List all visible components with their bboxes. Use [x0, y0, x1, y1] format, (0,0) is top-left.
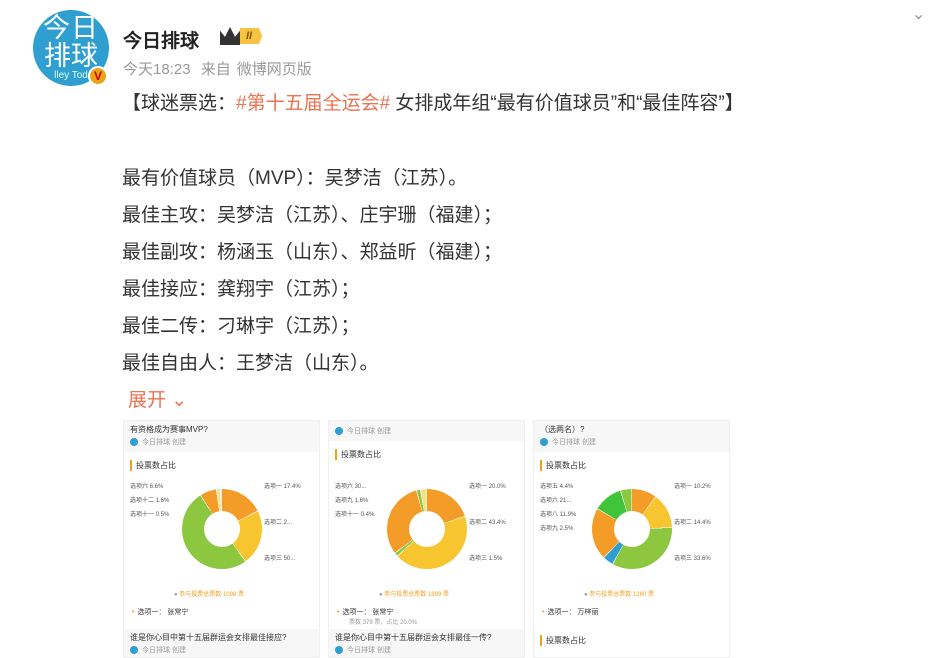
- poll-option-stats: 票数 379 票，占比 20.0%: [349, 620, 418, 626]
- poll-question: 谁是你心目中第十五届群运会女排最佳接应? 今日排球 创建: [124, 629, 319, 657]
- donut-slice-label: 选项二 43.4%: [469, 520, 506, 526]
- poll-question: 今日排球 创建: [329, 421, 524, 441]
- donut-slice-label: 选项一 17.4%: [264, 484, 301, 490]
- member-level-badge[interactable]: II: [220, 27, 263, 45]
- donut-slice-label: 选项六 21...: [540, 498, 572, 504]
- donut-slice-label: 选项三 1.5%: [469, 556, 503, 562]
- donut-slice-label: 选项三 33.6%: [674, 556, 711, 562]
- poll-option: 选项一： 张常宁: [132, 607, 188, 617]
- poll-total: ● 参与投票总票数 1260 票: [584, 592, 654, 598]
- creator-avatar-icon: [335, 646, 343, 655]
- post-source[interactable]: 微博网页版: [236, 61, 312, 78]
- poll-total: ● 参与投票总票数 1098 票: [174, 592, 244, 598]
- donut-slice-label: 选项六 30...: [335, 484, 367, 490]
- poll-image[interactable]: （选两名）? 今日排球 创建 投票数占比 选项一 10.2% 选项二 14.4% 选项三 …: [533, 420, 730, 658]
- post-line: 最有价值球员（MVP）：吴梦洁（江苏）。: [122, 168, 468, 189]
- creator-avatar-icon: [130, 438, 138, 447]
- post-line: 最佳自由人：王梦洁（山东）。: [122, 353, 379, 374]
- poll-question: 谁是你心目中第十五届群运会女排最佳一传? 今日排球 创建: [329, 629, 524, 657]
- chevron-down-icon: ⌄: [166, 390, 188, 411]
- poll-image[interactable]: 有资格成为赛事MVP? 今日排球 创建投票数占比选项一 17.4% 选项二 2...…: [123, 420, 320, 658]
- post-line: 【球迷票选：#第十五届全运会# 女排成年组“最有价值球员”和“最佳阵容”】: [122, 93, 744, 114]
- poll-section-title: 投票数占比: [540, 635, 586, 646]
- donut-slice-label: 选项六 6.6%: [130, 484, 164, 490]
- chevron-down-icon[interactable]: ⌄: [912, 6, 926, 23]
- avatar[interactable]: 今日 排球 lley Tod: [33, 10, 109, 86]
- donut-slice-label: 选项二 14.4%: [674, 520, 711, 526]
- verified-icon: V: [88, 66, 108, 86]
- poll-section-title: 投票数占比: [335, 449, 518, 460]
- post-time[interactable]: 今天18:23: [123, 61, 191, 78]
- donut-slice-label: 选项十二 1.6%: [130, 498, 170, 504]
- poll-image[interactable]: 今日排球 创建投票数占比选项一 20.0% 选项二 43.4% 选项三 1.5% 选项…: [328, 420, 525, 658]
- poll-section-title: 投票数占比: [540, 460, 723, 471]
- poll-option: 选项一： 万梓丽: [542, 607, 598, 617]
- hashtag-link[interactable]: #第十五届全运会#: [236, 93, 391, 114]
- poll-donut-chart: [387, 489, 467, 569]
- expand-link[interactable]: 展开 ⌄: [128, 390, 188, 411]
- donut-slice-label: 选项十一 0.5%: [130, 512, 170, 518]
- donut-slice-label: 选项五 4.4%: [540, 484, 574, 490]
- poll-donut-chart: [182, 489, 262, 569]
- poll-question: 有资格成为赛事MVP? 今日排球 创建: [124, 421, 319, 452]
- donut-slice-label: 选项八 11.9%: [540, 512, 577, 518]
- poll-section-title: 投票数占比: [130, 460, 313, 471]
- post-line: 最佳二传：刁琳宇（江苏）；: [122, 316, 360, 337]
- crown-icon: [220, 27, 240, 45]
- donut-slice-label: 选项十一 0.4%: [335, 512, 375, 518]
- creator-avatar-icon: [540, 438, 548, 447]
- poll-donut-chart: [592, 489, 672, 569]
- creator-avatar-icon: [335, 427, 343, 436]
- donut-slice-label: 选项二 2...: [264, 520, 293, 526]
- post-line: 最佳副攻：杨涵玉（山东）、郑益昕（福建）；: [122, 242, 503, 263]
- donut-slice-label: 选项一 10.2%: [674, 484, 711, 490]
- donut-slice-label: 选项三 50...: [264, 556, 296, 562]
- donut-slice-label: 选项九 1.6%: [335, 498, 369, 504]
- poll-total: ● 参与投票总票数 1899 票: [379, 592, 449, 598]
- post-meta: 今天18:23 来自 微博网页版: [123, 61, 312, 78]
- poll-question: （选两名）? 今日排球 创建: [534, 421, 729, 452]
- author-name[interactable]: 今日排球: [123, 31, 200, 52]
- donut-slice-label: 选项九 2.5%: [540, 526, 574, 532]
- post-line: 最佳接应：龚翔宇（江苏）；: [122, 279, 360, 300]
- post-line: 最佳主攻：吴梦洁（江苏）、庄宇珊（福建）；: [122, 205, 503, 226]
- donut-slice-label: 选项一 20.0%: [469, 484, 506, 490]
- creator-avatar-icon: [130, 646, 138, 655]
- poll-option: 选项一： 张常宁: [337, 607, 393, 617]
